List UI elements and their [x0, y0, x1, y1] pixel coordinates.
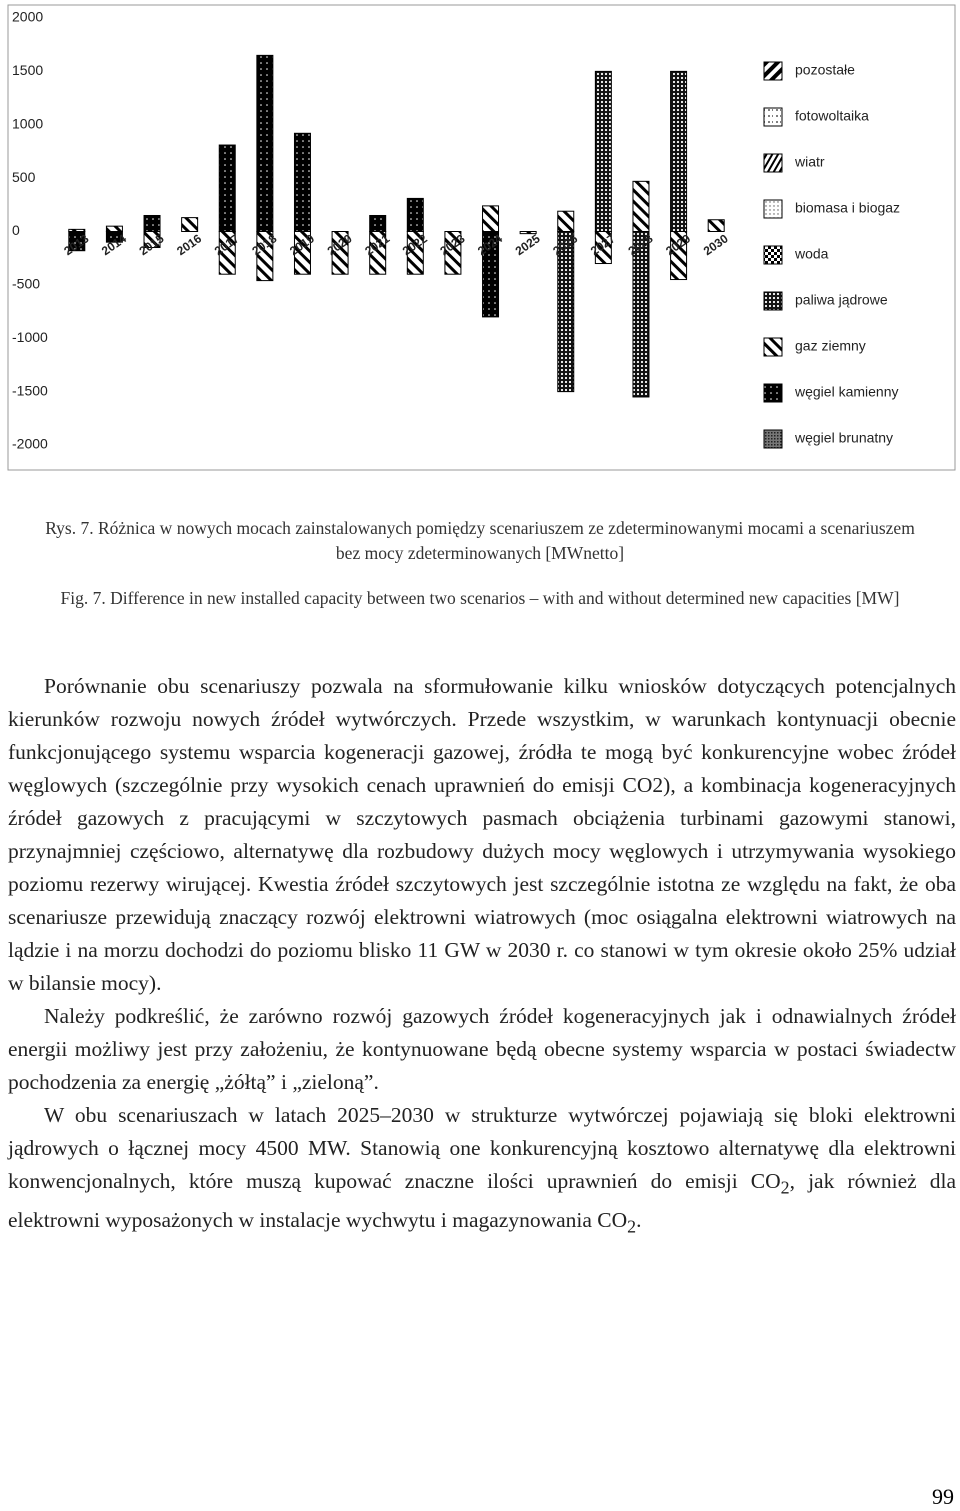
text: . [636, 1208, 642, 1233]
x-tick-label: 2015 [137, 231, 167, 258]
bar-segment [218, 144, 236, 232]
legend-label: gaz ziemny [795, 338, 866, 354]
legend-swatch [763, 337, 783, 357]
text: , jak również dla elektrowni wyposażonyc… [8, 1169, 956, 1233]
bar-segment [143, 214, 161, 233]
bar-segment [519, 231, 537, 235]
caption-pl: Rys. 7. Różnica w nowych mocach zainstal… [45, 518, 915, 563]
paragraph: Należy podkreślić, że zarówno rozwój gaz… [8, 1000, 956, 1099]
bar-segment [68, 231, 86, 252]
bar-segment [482, 231, 500, 318]
text: Porównanie obu scenariuszy pozwala na sf… [8, 674, 956, 995]
bar-segment [482, 205, 500, 233]
bar-segment [369, 214, 387, 233]
bar-segment [406, 197, 424, 232]
paragraph: W obu scenariuszach w latach 2025–2030 w… [8, 1099, 956, 1244]
bar-segment [293, 132, 311, 232]
legend-label: węgiel kamienny [794, 384, 899, 400]
text: W obu scenariuszach w latach 2025–2030 w… [8, 1103, 956, 1193]
y-tick-label: -500 [12, 276, 40, 292]
legend-swatch [763, 153, 783, 173]
chart: 2000 1500 1000 500 0 -500 -1000 -1500 -2000 2013 2… [7, 4, 956, 471]
y-tick-label: 1500 [12, 62, 43, 78]
bar-segment [256, 54, 274, 232]
page-number: 99 [932, 1484, 954, 1509]
legend-swatch [763, 245, 783, 265]
bar-segment [594, 231, 612, 265]
legend-swatch [763, 107, 783, 127]
bar-segment [670, 70, 688, 232]
x-tick-label: 2013 [61, 231, 91, 258]
bar-segment [670, 231, 688, 281]
legend-swatch [763, 383, 783, 403]
bar-segment [707, 219, 725, 233]
legend-label: węgiel brunatny [794, 430, 893, 446]
chart-frame [7, 4, 956, 471]
y-tick-label: -2000 [12, 436, 48, 452]
subscript: 2 [627, 1216, 637, 1237]
legend-swatch [763, 61, 783, 81]
legend-label: fotowoltaika [795, 108, 869, 124]
legend-label: wiatr [794, 154, 825, 170]
paragraph: Porównanie obu scenariuszy pozwala na sf… [8, 670, 956, 1000]
bar-segment [557, 210, 575, 232]
caption-en: Fig. 7. Difference in new installed capa… [60, 588, 900, 608]
body-text: Porównanie obu scenariuszy pozwala na sf… [8, 670, 956, 1244]
y-tick-label: 0 [12, 222, 20, 238]
legend-swatch [763, 199, 783, 219]
text: Należy podkreślić, że zarówno rozwój gaz… [8, 1004, 956, 1094]
x-tick-label: 2016 [174, 231, 204, 258]
y-tick-label: 500 [12, 169, 36, 185]
bar-segment [594, 70, 612, 232]
legend-label: pozostałe [795, 62, 855, 78]
y-tick-label: -1500 [12, 382, 48, 398]
legend-label: paliwa jądrowe [795, 292, 888, 308]
x-tick-label: 2014 [99, 231, 129, 258]
legend-label: woda [794, 246, 829, 262]
x-tick-label: 2025 [513, 231, 543, 258]
y-tick-label: -1000 [12, 329, 48, 345]
bar-segment [444, 231, 462, 275]
y-tick-label: 2000 [12, 9, 43, 25]
bar-segment [331, 231, 349, 275]
bar-segment [105, 231, 123, 243]
y-tick-label: 1000 [12, 115, 43, 131]
legend-swatch [763, 291, 783, 311]
legend-label: biomasa i biogaz [795, 200, 900, 216]
bar-segment [632, 180, 650, 232]
x-tick-label: 2030 [701, 231, 731, 258]
subscript: 2 [780, 1177, 790, 1198]
bar-segment [181, 217, 199, 232]
bar-segment [105, 225, 123, 233]
legend-swatch [763, 429, 783, 449]
